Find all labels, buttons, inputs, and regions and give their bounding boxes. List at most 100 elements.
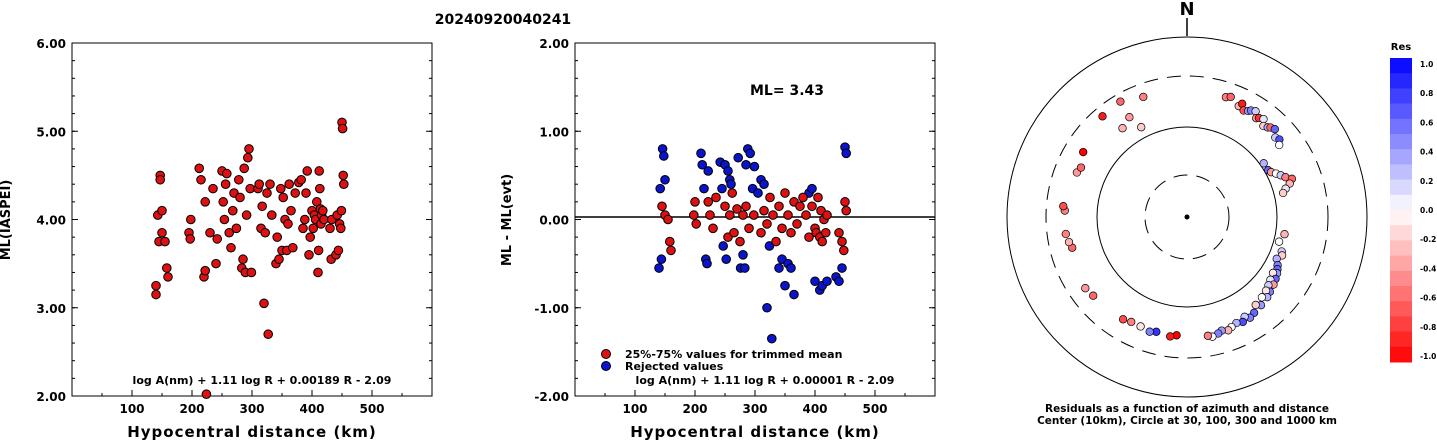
data-point	[239, 163, 249, 174]
colorbar-label: 0.6	[1420, 118, 1433, 127]
figure-title: 20240920040241	[435, 12, 571, 28]
data-point	[241, 210, 252, 220]
polar-point	[1125, 113, 1134, 122]
polar-point	[1145, 327, 1154, 336]
colorbar-swatch	[1390, 134, 1412, 150]
data-point	[243, 152, 253, 163]
rejected-point	[810, 276, 820, 287]
accepted-point	[774, 201, 784, 212]
colorbar-swatch	[1390, 255, 1412, 272]
polar-point	[1059, 202, 1068, 211]
y-tick-label: 6.00	[36, 37, 66, 51]
data-point	[336, 205, 347, 216]
data-point	[157, 205, 167, 216]
data-point	[313, 267, 323, 278]
polar-residual-plot: N Residuals as a function of azimuth and…	[1006, 0, 1368, 427]
colorbar-label: -0.4	[1420, 264, 1436, 273]
colorbar-swatch	[1390, 316, 1412, 333]
accepted-point	[657, 201, 667, 212]
data-point	[163, 272, 173, 282]
data-point	[162, 263, 172, 273]
accepted-point	[821, 227, 831, 238]
accepted-point	[725, 210, 735, 220]
rejected-point	[753, 188, 763, 198]
polar-circle-300km	[1045, 75, 1329, 359]
data-point	[226, 242, 236, 253]
polar-point	[1076, 163, 1086, 172]
colorbar-label: -1.0	[1420, 352, 1436, 361]
data-point	[244, 144, 254, 154]
data-point	[257, 201, 268, 212]
x-tick-label: 200	[179, 402, 204, 416]
accepted-point	[792, 219, 802, 229]
polar-point	[1118, 124, 1127, 133]
rejected-point	[822, 276, 832, 287]
accepted-point	[708, 223, 718, 234]
rejected-point	[697, 159, 708, 170]
panel2-formula: log A(nm) + 1.11 log R + 0.00001 R - 2.0…	[636, 374, 895, 387]
rejected-point	[759, 179, 769, 189]
rejected-point	[718, 241, 729, 251]
panel1-formula: log A(nm) + 1.11 log R + 0.00189 R - 2.0…	[133, 374, 392, 387]
x-tick-label: 300	[742, 402, 767, 416]
data-point	[336, 223, 346, 234]
polar-point	[1079, 147, 1088, 157]
polar-point	[1061, 229, 1070, 239]
colorbar-swatch	[1390, 118, 1412, 135]
accepted-point	[735, 236, 745, 247]
polar-point	[1137, 123, 1146, 132]
data-point	[211, 258, 221, 269]
y-tick-label: 3.00	[36, 302, 66, 316]
data-point	[157, 227, 167, 238]
legend-label-rejected: Rejected values	[625, 360, 724, 373]
data-point	[333, 245, 344, 256]
polar-point	[1064, 237, 1074, 247]
accepted-point	[813, 192, 823, 203]
rejected-point	[789, 289, 799, 300]
data-point	[194, 163, 204, 174]
rejected-point	[703, 166, 714, 176]
panel1-ticks: 100 200 300 400 500 2.00 3.00 4.00 5.00 6.00	[36, 37, 432, 416]
data-point	[218, 197, 228, 207]
colorbar-swatch	[1390, 331, 1412, 348]
data-point	[338, 170, 349, 181]
residual-colorbar: Res 1.0 0.8 0.6 0.4 0.2 0.0 -0.2 -0.4 -0.6 -0.8 -1…	[1390, 42, 1436, 363]
rejected-point	[841, 148, 852, 159]
data-point	[274, 254, 284, 265]
data-point	[315, 183, 325, 194]
colorbar-title: Res	[1391, 42, 1411, 53]
data-point	[308, 223, 319, 234]
polar-point	[1127, 317, 1136, 327]
colorbar-swatch	[1390, 194, 1412, 211]
accepted-point	[786, 227, 796, 238]
rejected-point	[767, 333, 777, 344]
colorbar-label: -0.2	[1420, 235, 1436, 244]
polar-point	[1136, 322, 1145, 331]
polar-circle-100km	[1096, 126, 1278, 308]
panel1-frame	[71, 42, 433, 397]
data-point	[205, 227, 215, 238]
panel1-xlabel: Hypocentral distance (km)	[127, 423, 377, 441]
data-point	[301, 188, 311, 198]
colorbar-swatch	[1390, 210, 1412, 226]
rejected-point	[656, 254, 667, 265]
x-tick-label: 200	[682, 402, 707, 416]
data-point	[313, 245, 324, 256]
x-tick-label: 300	[239, 402, 264, 416]
data-point	[238, 254, 248, 265]
panel1-ylabel: ML(IASPEI)	[0, 180, 14, 261]
colorbar-swatch	[1390, 88, 1412, 105]
data-point	[259, 298, 269, 309]
colorbar-swatch	[1390, 164, 1412, 181]
colorbar-swatch	[1390, 270, 1412, 287]
rejected-point	[654, 263, 664, 273]
polar-point	[1166, 332, 1175, 341]
accepted-point	[756, 227, 766, 238]
accepted-point	[703, 197, 714, 207]
rejected-point	[660, 174, 670, 185]
data-point	[151, 289, 161, 300]
rejected-point	[721, 254, 732, 265]
legend-marker-rejected	[601, 361, 611, 371]
y-tick-label: -2.00	[534, 390, 569, 404]
